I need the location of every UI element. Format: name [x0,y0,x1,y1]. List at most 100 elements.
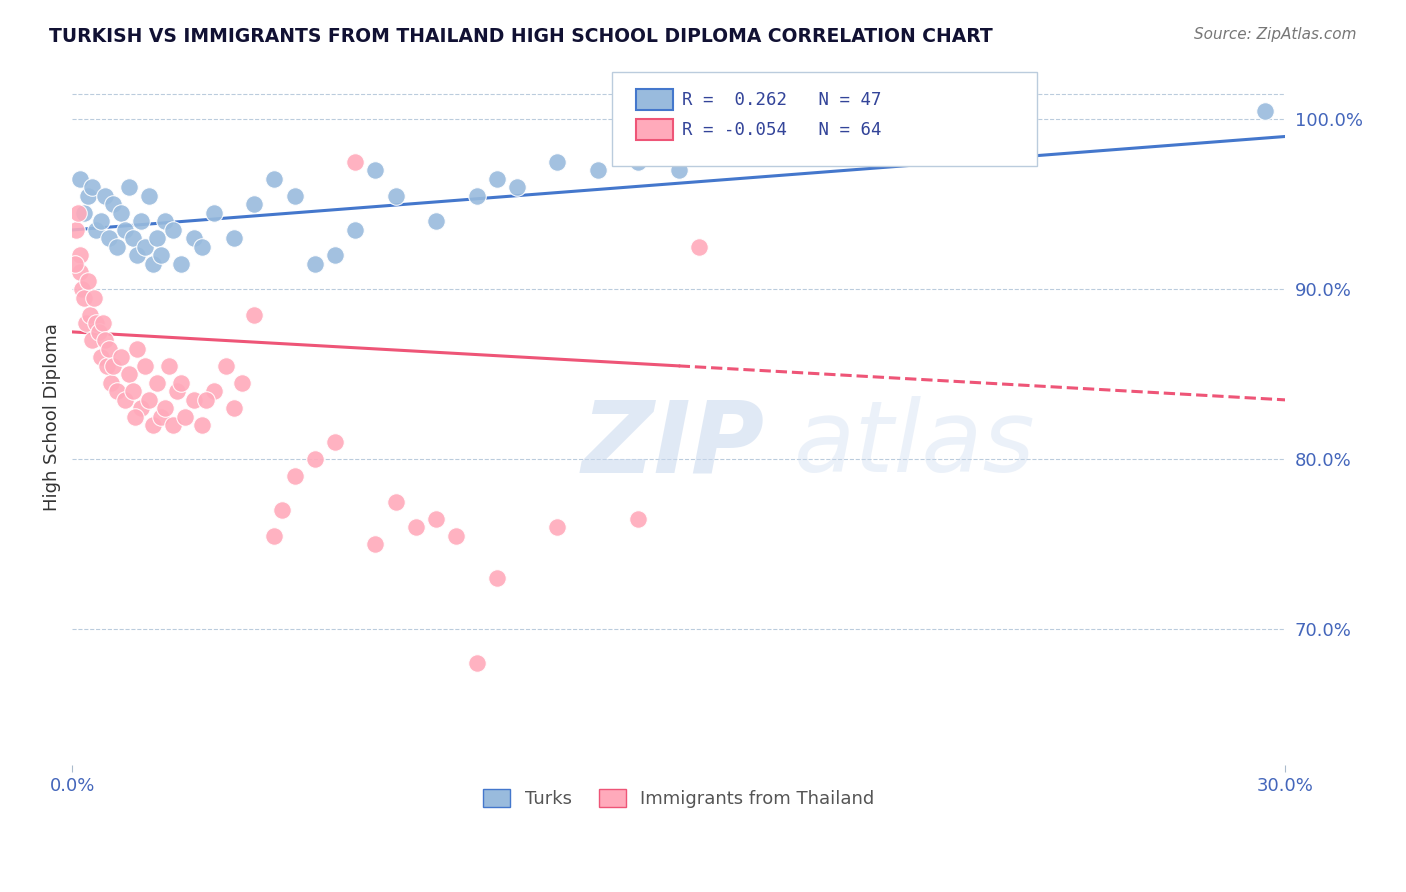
Point [586,163,609,178]
Text: ZIP: ZIP [582,396,765,493]
Point [174,409,197,424]
Point [72,282,94,296]
Point [90,214,112,228]
Point [114,223,136,237]
Point [183,231,205,245]
Point [425,512,447,526]
Point [166,384,188,399]
Point [87,325,110,339]
Point [202,206,225,220]
Point [69,265,91,279]
Text: R =  0.262   N = 47: R = 0.262 N = 47 [682,91,882,109]
Point [364,163,387,178]
Point [162,223,184,237]
Point [79,308,101,322]
Point [124,409,146,424]
Point [688,240,710,254]
Point [243,308,266,322]
Point [146,231,169,245]
Point [101,359,124,373]
Point [215,359,238,373]
Point [1254,103,1277,118]
Point [90,351,112,365]
Point [142,418,165,433]
Point [69,248,91,262]
Point [231,376,253,390]
Point [304,257,326,271]
Text: R = -0.054   N = 64: R = -0.054 N = 64 [682,120,882,139]
Text: atlas: atlas [794,396,1036,493]
Point [129,214,152,228]
Point [86,223,108,237]
Point [546,520,568,534]
Point [146,376,169,390]
Point [110,351,132,365]
Point [73,291,96,305]
Text: TURKISH VS IMMIGRANTS FROM THAILAND HIGH SCHOOL DIPLOMA CORRELATION CHART: TURKISH VS IMMIGRANTS FROM THAILAND HIGH… [49,27,993,45]
Point [73,206,96,220]
Point [105,240,128,254]
Point [284,469,307,483]
Text: Source: ZipAtlas.com: Source: ZipAtlas.com [1194,27,1357,42]
Point [304,452,326,467]
Point [627,512,650,526]
Point [86,317,108,331]
Point [96,359,118,373]
Point [82,334,104,348]
Y-axis label: High School Diploma: High School Diploma [44,323,60,511]
Point [263,529,285,543]
Point [65,257,87,271]
Point [190,418,212,433]
Point [789,138,811,153]
Point [125,342,148,356]
Point [222,231,245,245]
Point [138,189,160,203]
Point [150,248,173,262]
Point [118,368,141,382]
Point [627,155,650,169]
Point [97,231,120,245]
Point [97,342,120,356]
Point [118,180,141,194]
Point [344,223,367,237]
Bar [637,120,672,140]
Point [155,214,177,228]
Point [405,520,427,534]
Point [170,257,193,271]
Point [125,248,148,262]
FancyBboxPatch shape [612,72,1036,166]
Point [150,409,173,424]
Point [323,435,346,450]
Point [138,392,160,407]
Point [485,172,508,186]
Point [122,384,145,399]
Point [157,359,180,373]
Point [668,163,690,178]
Point [485,571,508,585]
Point [65,223,87,237]
Point [69,172,91,186]
Point [194,392,217,407]
Point [190,240,212,254]
Point [384,495,406,509]
Point [162,418,184,433]
Point [134,359,156,373]
Bar [637,89,672,111]
Point [129,401,152,416]
Point [364,537,387,551]
Point [122,231,145,245]
Point [323,248,346,262]
Legend: Turks, Immigrants from Thailand: Turks, Immigrants from Thailand [475,781,882,815]
Point [67,206,90,220]
Point [707,146,730,161]
Point [465,657,488,671]
Point [101,197,124,211]
Point [384,189,406,203]
Point [134,240,156,254]
Point [243,197,266,211]
Point [110,206,132,220]
Point [100,376,122,390]
Point [222,401,245,416]
Point [155,401,177,416]
Point [344,155,367,169]
